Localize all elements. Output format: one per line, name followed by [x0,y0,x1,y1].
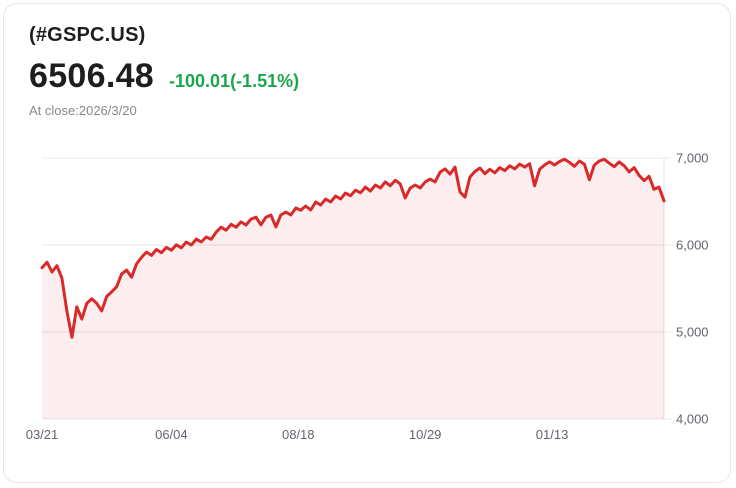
quote-header: (#GSPC.US) 6506.48 -100.01(-1.51%) At cl… [4,4,730,118]
price-area-fill [42,159,664,420]
x-tick-label: 10/29 [409,427,442,442]
ticker-symbol: (#GSPC.US) [29,24,146,46]
close-timestamp: At close:2026/3/20 [29,103,137,118]
x-tick-label: 01/13 [536,427,569,442]
x-tick-label: 08/18 [282,427,315,442]
y-tick-label: 5,000 [676,325,709,340]
price-chart-svg[interactable]: 7,000 6,000 5,000 4,000 03/21 06/04 08/18 10/29… [3,141,731,461]
price-chart[interactable]: 7,000 6,000 5,000 4,000 03/21 06/04 08/18 10/29… [3,141,731,461]
y-tick-label: 7,000 [676,151,709,166]
y-tick-label: 6,000 [676,238,709,253]
price-row: 6506.48 -100.01(-1.51%) [29,58,705,94]
y-tick-label: 4,000 [676,412,709,427]
last-price: 6506.48 [29,57,155,95]
quote-card: (#GSPC.US) 6506.48 -100.01(-1.51%) At cl… [3,3,731,483]
x-tick-label: 03/21 [26,427,59,442]
price-line [40,157,666,339]
price-change: -100.01(-1.51%) [169,71,300,91]
x-tick-label: 06/04 [155,427,188,442]
